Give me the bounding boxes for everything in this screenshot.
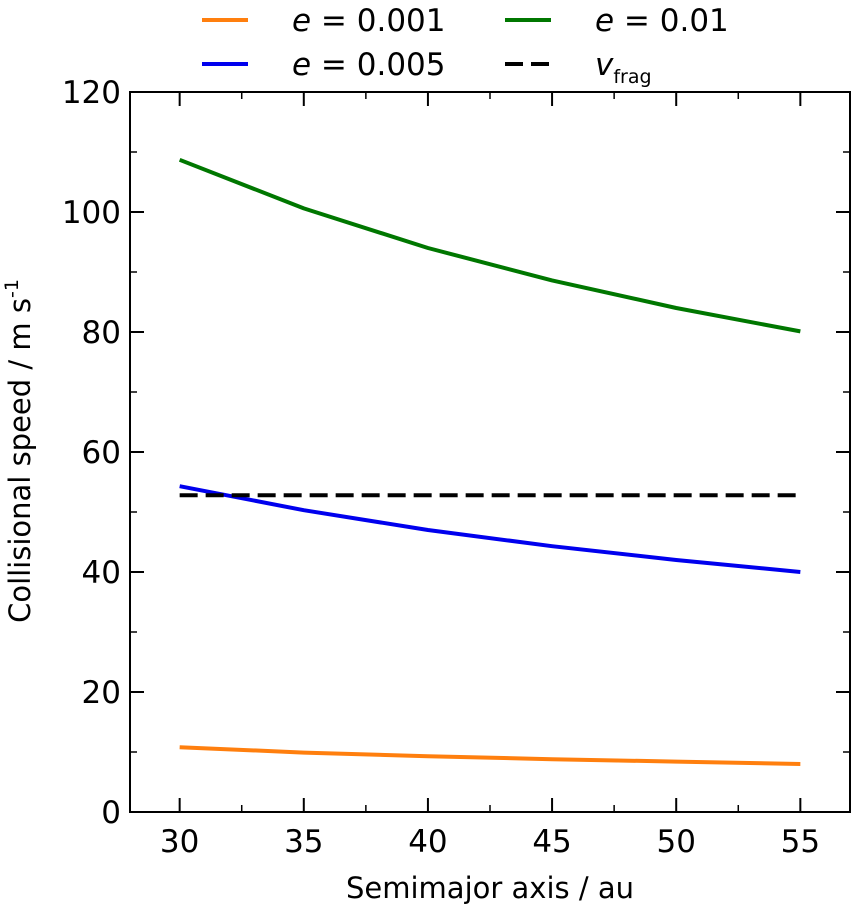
legend-label-rest-1: = 0.005 bbox=[311, 47, 445, 83]
y-tick-label-6: 120 bbox=[62, 75, 121, 111]
legend-label-rest-2: = 0.01 bbox=[614, 3, 729, 39]
axes-frame bbox=[129, 91, 851, 813]
y-tick-label-5: 100 bbox=[62, 195, 121, 231]
series-line-0 bbox=[179, 745, 801, 766]
legend-label-var-2: e bbox=[595, 3, 614, 39]
legend-label-var-3: v bbox=[595, 47, 614, 83]
legend-label-2: e = 0.01 bbox=[595, 3, 729, 39]
x-tick-label-1: 35 bbox=[284, 824, 323, 860]
x-tick-label-0: 30 bbox=[160, 824, 199, 860]
legend-label-sub-3: frag bbox=[613, 66, 651, 88]
axes: 30 35 40 45 50 55 0 20 40 60 80 100 120 bbox=[62, 75, 851, 860]
y-axis-title: Collisional speed / m s-1 bbox=[1, 279, 37, 623]
plot-area bbox=[178, 157, 801, 766]
series-line-2 bbox=[178, 157, 801, 334]
legend-label-3: vfrag bbox=[595, 47, 652, 88]
x-axis-title: Semimajor axis / au bbox=[346, 871, 634, 905]
x-tick-label-5: 55 bbox=[781, 824, 820, 860]
legend-label-var-0: e bbox=[292, 3, 311, 39]
y-tick-label-0: 0 bbox=[101, 795, 121, 831]
y-tick-label-3: 60 bbox=[82, 435, 121, 471]
x-tick-label-4: 50 bbox=[656, 824, 695, 860]
legend-label-var-1: e bbox=[292, 47, 311, 83]
y-tick-label-2: 40 bbox=[82, 555, 121, 591]
y-axis-title-main: Collisional speed / m s bbox=[3, 298, 37, 623]
y-axis-title-superscript: -1 bbox=[1, 279, 23, 298]
series-line-1 bbox=[179, 484, 801, 574]
y-tick-label-1: 20 bbox=[82, 675, 121, 711]
legend-label-1: e = 0.005 bbox=[292, 47, 446, 83]
y-tick-label-4: 80 bbox=[82, 315, 121, 351]
legend-label-rest-0: = 0.001 bbox=[311, 3, 445, 39]
legend-label-0: e = 0.001 bbox=[292, 3, 446, 39]
x-tick-label-3: 45 bbox=[532, 824, 571, 860]
x-tick-label-2: 40 bbox=[408, 824, 447, 860]
